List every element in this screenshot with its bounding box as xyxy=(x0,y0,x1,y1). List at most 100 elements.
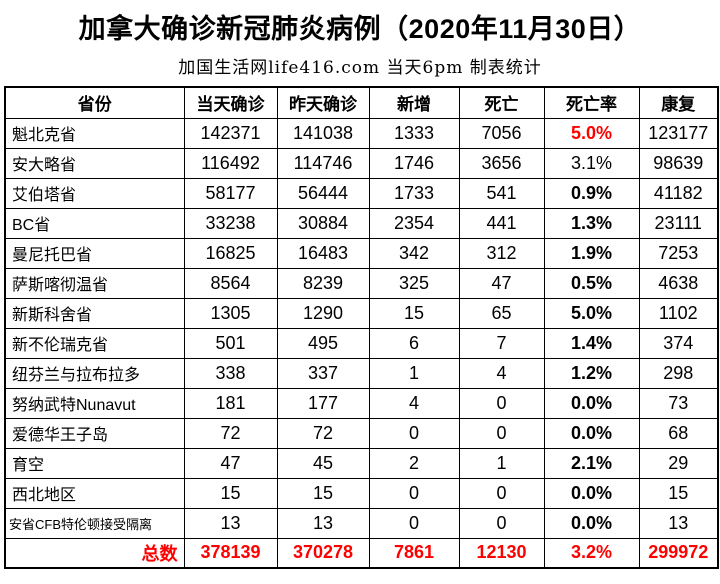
cell-province: BC省 xyxy=(4,207,185,239)
cell-recovered: 4638 xyxy=(638,267,719,299)
column-header: 死亡 xyxy=(458,86,545,119)
cell-recovered: 29 xyxy=(638,447,719,479)
cell-today: 13 xyxy=(183,507,278,539)
cell-death_rate: 3.1% xyxy=(543,147,640,179)
cell-new_cases: 2354 xyxy=(368,207,460,239)
table-row: 魁北克省 142371 141038 1333 7056 5.0% 123177 xyxy=(4,117,719,149)
cell-death_rate: 1.9% xyxy=(543,237,640,269)
cell-yesterday: 337 xyxy=(276,357,370,389)
cell-province: 萨斯喀彻温省 xyxy=(4,267,185,299)
cell-death_rate: 1.4% xyxy=(543,327,640,359)
cell-province: 新斯科舍省 xyxy=(4,297,185,329)
cell-death_rate: 0.9% xyxy=(543,177,640,209)
total-death_rate: 3.2% xyxy=(543,537,640,569)
cell-yesterday: 72 xyxy=(276,417,370,449)
table-body: 魁北克省 142371 141038 1333 7056 5.0% 123177 安大略省 11… xyxy=(4,117,719,569)
cell-recovered: 1102 xyxy=(638,297,719,329)
cell-deaths: 541 xyxy=(458,177,545,209)
cell-deaths: 0 xyxy=(458,477,545,509)
cell-death_rate: 0.0% xyxy=(543,417,640,449)
cell-recovered: 23111 xyxy=(638,207,719,239)
header-row: 省份 当天确诊 昨天确诊 新增 死亡 死亡率 康复 xyxy=(4,86,719,119)
cell-recovered: 68 xyxy=(638,417,719,449)
cell-yesterday: 141038 xyxy=(276,117,370,149)
cell-yesterday: 495 xyxy=(276,327,370,359)
cell-province: 安大略省 xyxy=(4,147,185,179)
cell-province: 艾伯塔省 xyxy=(4,177,185,209)
cell-today: 47 xyxy=(183,447,278,479)
column-header: 当天确诊 xyxy=(183,86,278,119)
cell-deaths: 4 xyxy=(458,357,545,389)
cell-yesterday: 45 xyxy=(276,447,370,479)
table-row: 艾伯塔省 58177 56444 1733 541 0.9% 41182 xyxy=(4,177,719,209)
cell-recovered: 13 xyxy=(638,507,719,539)
column-header: 新增 xyxy=(368,86,460,119)
cell-province: 西北地区 xyxy=(4,477,185,509)
table-row: 安省CFB特伦顿接受隔离 13 13 0 0 0.0% 13 xyxy=(4,507,719,539)
table-row: 安大略省 116492 114746 1746 3656 3.1% 98639 xyxy=(4,147,719,179)
cell-death_rate: 2.1% xyxy=(543,447,640,479)
table-row: 西北地区 15 15 0 0 0.0% 15 xyxy=(4,477,719,509)
table-row: 曼尼托巴省 16825 16483 342 312 1.9% 7253 xyxy=(4,237,719,269)
page-subtitle: 加国生活网life416.com 当天6pm 制表统计 xyxy=(178,58,542,78)
cell-yesterday: 114746 xyxy=(276,147,370,179)
table-row: 努纳武特Nunavut 181 177 4 0 0.0% 73 xyxy=(4,387,719,419)
cell-new_cases: 6 xyxy=(368,327,460,359)
cell-today: 15 xyxy=(183,477,278,509)
cell-yesterday: 30884 xyxy=(276,207,370,239)
cell-recovered: 15 xyxy=(638,477,719,509)
cell-death_rate: 5.0% xyxy=(543,297,640,329)
cell-new_cases: 1733 xyxy=(368,177,460,209)
table-row: 爱德华王子岛 72 72 0 0 0.0% 68 xyxy=(4,417,719,449)
cell-death_rate: 0.5% xyxy=(543,267,640,299)
total-row: 总数 378139 370278 7861 12130 3.2% 299972 xyxy=(4,537,719,569)
cell-yesterday: 15 xyxy=(276,477,370,509)
cell-new_cases: 0 xyxy=(368,507,460,539)
total-deaths: 12130 xyxy=(458,537,545,569)
total-label: 总数 xyxy=(4,537,185,569)
cell-today: 142371 xyxy=(183,117,278,149)
total-new_cases: 7861 xyxy=(368,537,460,569)
cell-yesterday: 56444 xyxy=(276,177,370,209)
cell-deaths: 0 xyxy=(458,387,545,419)
cell-new_cases: 2 xyxy=(368,447,460,479)
cell-province: 爱德华王子岛 xyxy=(4,417,185,449)
cell-recovered: 298 xyxy=(638,357,719,389)
column-header: 昨天确诊 xyxy=(276,86,370,119)
cell-recovered: 73 xyxy=(638,387,719,419)
cell-new_cases: 0 xyxy=(368,477,460,509)
cell-province: 安省CFB特伦顿接受隔离 xyxy=(4,507,185,539)
cell-today: 181 xyxy=(183,387,278,419)
cell-yesterday: 177 xyxy=(276,387,370,419)
cell-new_cases: 0 xyxy=(368,417,460,449)
cell-province: 育空 xyxy=(4,447,185,479)
cell-yesterday: 13 xyxy=(276,507,370,539)
cell-yesterday: 8239 xyxy=(276,267,370,299)
column-header: 死亡率 xyxy=(543,86,640,119)
page-title: 加拿大确诊新冠肺炎病例（2020年11月30日） xyxy=(78,14,642,44)
cell-recovered: 7253 xyxy=(638,237,719,269)
cell-new_cases: 342 xyxy=(368,237,460,269)
cell-today: 501 xyxy=(183,327,278,359)
cell-yesterday: 16483 xyxy=(276,237,370,269)
cell-deaths: 65 xyxy=(458,297,545,329)
cell-today: 16825 xyxy=(183,237,278,269)
cell-death_rate: 0.0% xyxy=(543,507,640,539)
cell-deaths: 7 xyxy=(458,327,545,359)
cell-province: 努纳武特Nunavut xyxy=(4,387,185,419)
cell-deaths: 312 xyxy=(458,237,545,269)
cell-new_cases: 1 xyxy=(368,357,460,389)
cell-today: 8564 xyxy=(183,267,278,299)
total-today: 378139 xyxy=(183,537,278,569)
cell-new_cases: 1746 xyxy=(368,147,460,179)
table-row: 纽芬兰与拉布拉多 338 337 1 4 1.2% 298 xyxy=(4,357,719,389)
cell-today: 58177 xyxy=(183,177,278,209)
cell-province: 魁北克省 xyxy=(4,117,185,149)
cell-new_cases: 15 xyxy=(368,297,460,329)
cell-today: 33238 xyxy=(183,207,278,239)
cell-new_cases: 325 xyxy=(368,267,460,299)
cell-today: 338 xyxy=(183,357,278,389)
cell-deaths: 0 xyxy=(458,417,545,449)
column-header: 省份 xyxy=(4,86,185,119)
